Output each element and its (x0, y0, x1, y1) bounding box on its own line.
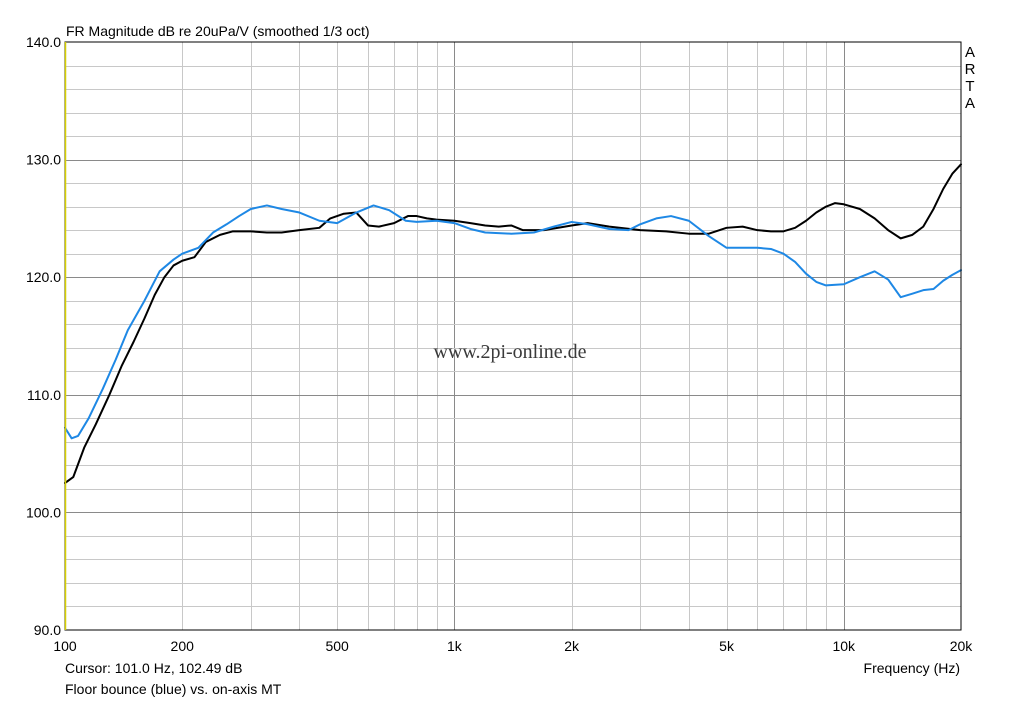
y-tick-label: 100.0 (26, 504, 61, 520)
series-line-black (64, 163, 962, 484)
side-label-letter: A (965, 95, 975, 112)
x-tick-label: 200 (171, 638, 195, 654)
x-tick-label: 100 (53, 638, 77, 654)
y-tick-label: 90.0 (34, 622, 61, 638)
x-tick-label: 10k (832, 638, 856, 654)
x-axis-label: Frequency (Hz) (864, 660, 960, 676)
x-tick-label: 1k (447, 638, 463, 654)
side-label-letter: R (965, 61, 976, 78)
x-tick-labels: 100 200 500 1k 2k 5k 10k 20k (53, 638, 973, 654)
y-tick-label: 110.0 (27, 387, 61, 403)
cursor-readout: Cursor: 101.0 Hz, 102.49 dB (65, 660, 242, 676)
series-line-blue (64, 204, 962, 440)
y-tick-label: 140.0 (26, 34, 61, 50)
grid (65, 42, 961, 630)
y-tick-label: 130.0 (26, 152, 61, 168)
y-tick-label: 120.0 (26, 269, 61, 285)
side-label-letter: T (965, 78, 974, 95)
x-tick-label: 2k (564, 638, 580, 654)
x-tick-label: 5k (719, 638, 735, 654)
watermark: www.2pi-online.de (433, 341, 586, 363)
y-tick-labels: 90.0 100.0 110.0 120.0 130.0 140.0 (26, 34, 61, 638)
side-label-letter: A (965, 44, 975, 61)
x-tick-label: 500 (325, 638, 349, 654)
series-group (64, 163, 962, 484)
chart-caption: Floor bounce (blue) vs. on-axis MT (65, 681, 282, 697)
x-tick-label: 20k (950, 638, 974, 654)
chart-title: FR Magnitude dB re 20uPa/V (smoothed 1/3… (66, 23, 370, 39)
plot-background (65, 42, 961, 630)
